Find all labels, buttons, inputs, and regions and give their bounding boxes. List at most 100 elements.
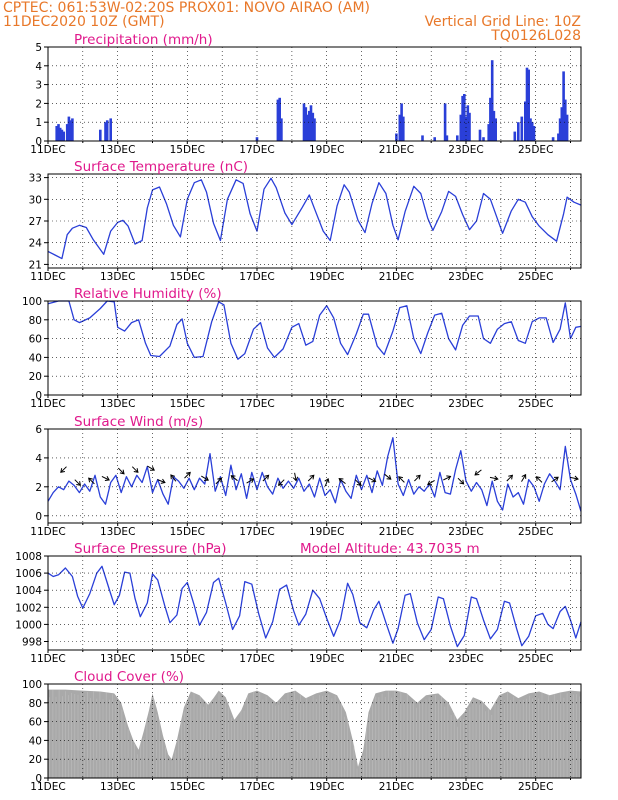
x-tick-label: 19DEC [309, 271, 344, 283]
x-tick-label: 11DEC [30, 781, 65, 793]
precip-bar [276, 99, 280, 141]
panel-1: 21 24 27 30 33 11DEC 13DEC 15DEC 17DEC 19DEC 21DEC… [29, 159, 582, 283]
wind-arrow [551, 476, 559, 483]
x-tick-label: 21DEC [379, 271, 414, 283]
x-tick-label: 17DEC [239, 781, 274, 793]
precip-bar [494, 118, 497, 141]
wind-arrow [414, 474, 421, 482]
panel-title: Relative Humidity (%) [74, 286, 222, 302]
y-tick-label: 1002 [15, 602, 42, 614]
x-tick-label: 13DEC [100, 398, 135, 410]
x-tick-label: 23DEC [448, 144, 483, 156]
precip-bar [309, 105, 313, 141]
panel-title: Surface Temperature (nC) [74, 159, 248, 175]
panel-4: 998 1000 1002 1004 1006 1008 11DEC 13DEC 15DEC 17… [15, 541, 582, 665]
y-tick-label: 1008 [15, 551, 42, 563]
panel-frame [47, 300, 582, 396]
y-tick-label: 3 [35, 80, 42, 92]
y-tick-label: 4 [35, 453, 42, 465]
x-tick-label: 21DEC [379, 398, 414, 410]
wind-arrow [338, 478, 346, 484]
precip-bar [524, 101, 527, 141]
panel-frame [47, 173, 582, 269]
wind-arrow [368, 477, 377, 483]
precip-bar [67, 116, 71, 141]
x-tick-label: 11DEC [30, 526, 65, 538]
wind-arrow [292, 472, 299, 482]
precip-bar [459, 114, 463, 141]
wind-arrow [88, 477, 95, 485]
precip-bar [525, 67, 529, 141]
wind-arrow [570, 475, 579, 481]
precip-bar [565, 114, 569, 141]
precip-bar [109, 118, 112, 141]
precip-bar [530, 122, 534, 141]
x-tick-label: 23DEC [448, 526, 483, 538]
x-tick-label: 19DEC [309, 781, 344, 793]
precip-bar [466, 105, 470, 141]
x-tick-label: 19DEC [309, 653, 344, 665]
wind-arrow [131, 466, 139, 473]
y-tick-label: 2 [35, 482, 42, 494]
y-tick-label: 60 [29, 717, 42, 729]
precip-bar [487, 124, 490, 141]
y-tick-label: 5 [35, 42, 42, 54]
y-tick-label: 2 [35, 98, 42, 110]
x-tick-label: 21DEC [379, 526, 414, 538]
precip-bar [398, 114, 402, 141]
y-tick-label: 1 [35, 117, 42, 129]
precip-bar [456, 135, 459, 141]
wind-arrow [398, 476, 405, 483]
wind-arrow [74, 479, 82, 486]
precip-bar [478, 129, 482, 141]
precip-bar [513, 131, 517, 141]
series-line [47, 177, 582, 260]
panel-frame [47, 428, 582, 524]
precip-bar [313, 118, 316, 141]
precip-bar [280, 118, 283, 141]
precip-bar [71, 118, 74, 141]
precip-bar [517, 122, 520, 141]
y-tick-label: 30 [29, 194, 42, 206]
precip-bar [62, 131, 65, 141]
wind-arrow [457, 477, 465, 485]
wind-arrow [117, 467, 125, 475]
x-tick-label: 15DEC [170, 653, 205, 665]
x-tick-label: 13DEC [100, 526, 135, 538]
y-tick-label: 20 [29, 754, 42, 766]
precip-bar [60, 129, 64, 141]
precip-bar [445, 135, 449, 141]
y-tick-label: 27 [29, 216, 42, 228]
y-tick-label: 4 [35, 61, 42, 73]
x-tick-label: 19DEC [309, 526, 344, 538]
x-tick-label: 17DEC [239, 526, 274, 538]
precip-bar [395, 133, 398, 141]
precip-bar [308, 110, 311, 141]
x-tick-label: 23DEC [448, 271, 483, 283]
x-tick-label: 23DEC [448, 398, 483, 410]
x-tick-label: 15DEC [170, 271, 205, 283]
precip-bar [468, 112, 471, 141]
x-tick-label: 17DEC [239, 271, 274, 283]
precip-bar [443, 103, 447, 141]
precip-bar [311, 112, 315, 141]
x-tick-label: 25DEC [518, 398, 553, 410]
x-tick-label: 21DEC [379, 144, 414, 156]
y-tick-label: 40 [29, 352, 42, 364]
header-date: 11DEC2020 10Z (GMT) [3, 14, 165, 30]
series-line [47, 300, 582, 360]
wind-arrow [262, 474, 270, 482]
x-tick-label: 23DEC [448, 781, 483, 793]
y-tick-label: 80 [29, 698, 42, 710]
panel-title: Surface Pressure (hPa) [74, 541, 227, 557]
panel-frame [47, 46, 582, 142]
wind-arrow [101, 475, 110, 481]
precip-bar [278, 97, 281, 141]
wind-arrow [147, 465, 155, 471]
x-tick-label: 15DEC [170, 781, 205, 793]
wind-arrow [230, 475, 238, 482]
precip-bar [558, 118, 562, 141]
x-tick-label: 15DEC [170, 398, 205, 410]
wind-arrow [354, 479, 362, 486]
x-tick-label: 13DEC [100, 144, 135, 156]
